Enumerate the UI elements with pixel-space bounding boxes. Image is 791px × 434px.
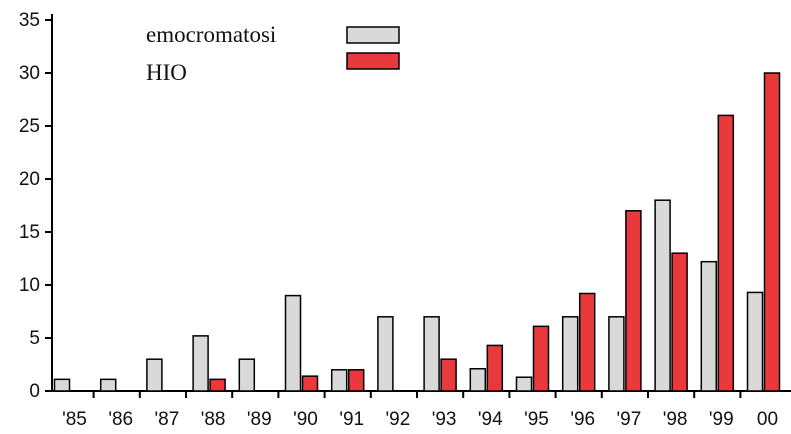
bar-hio (532, 325, 550, 392)
bar-emocromatosi (192, 335, 209, 392)
legend-swatch (346, 52, 400, 70)
bar-hio (671, 252, 688, 392)
x-tick-label: '97 (617, 409, 642, 430)
y-tick-label: 5 (29, 328, 40, 349)
y-tick-label: 35 (19, 10, 40, 31)
y-tick-label: 0 (29, 381, 40, 402)
bar-hio (440, 358, 457, 392)
bar-hio (486, 344, 504, 392)
bar-emocromatosi (330, 369, 348, 392)
y-tick-label: 30 (19, 63, 40, 84)
x-tick-label: '92 (386, 409, 411, 430)
bar-hio (763, 72, 781, 392)
bar-emocromatosi (284, 294, 302, 392)
y-tick-label: 15 (19, 222, 40, 243)
bar-emocromatosi (377, 316, 394, 392)
x-tick-label: '89 (247, 409, 272, 430)
x-tick-label: '88 (201, 409, 226, 430)
bar-emocromatosi (146, 358, 163, 392)
bar-emocromatosi (561, 316, 579, 392)
bar-hio (301, 375, 319, 392)
x-tick-label: '99 (709, 409, 734, 430)
x-tick-label: '85 (62, 409, 87, 430)
bar-hio (578, 292, 596, 392)
x-tick-label: '91 (339, 409, 364, 430)
legend-label: HIO (146, 60, 187, 85)
x-tick-label: 00 (757, 409, 778, 430)
bar-emocromatosi (99, 378, 117, 392)
bar-emocromatosi (746, 291, 764, 392)
bar-hio (625, 210, 642, 392)
x-tick-label: '87 (155, 409, 180, 430)
x-tick-label: '93 (432, 409, 457, 430)
bar-emocromatosi (700, 260, 718, 392)
bar-hio (347, 369, 365, 392)
x-tick-label: '90 (293, 409, 318, 430)
bar-hio (717, 114, 735, 392)
bar-emocromatosi (654, 199, 671, 392)
x-tick-label: '95 (524, 409, 549, 430)
x-tick-label: '96 (570, 409, 595, 430)
legend: emocromatosi HIO (146, 22, 400, 85)
x-tick-label: '94 (478, 409, 503, 430)
bar-emocromatosi (423, 316, 440, 392)
y-tick-label: 20 (19, 169, 40, 190)
y-tick-label: 25 (19, 116, 40, 137)
tick-labels: 0 5 10 15 20 25 30 35 '85 '86 '87 '88 '89 '90 '91 '92 '9… (19, 10, 778, 430)
bar-emocromatosi (608, 316, 625, 392)
bar-emocromatosi (238, 358, 256, 392)
x-tick-label: '98 (663, 409, 688, 430)
bar-emocromatosi (53, 378, 71, 392)
bar-emocromatosi (469, 367, 487, 392)
legend-label: emocromatosi (146, 22, 276, 47)
x-tick-label: '86 (108, 409, 133, 430)
bar-hio (209, 378, 226, 392)
bars (53, 72, 781, 392)
bar-emocromatosi (515, 376, 533, 392)
y-tick-label: 10 (19, 275, 40, 296)
legend-swatch (346, 26, 400, 44)
